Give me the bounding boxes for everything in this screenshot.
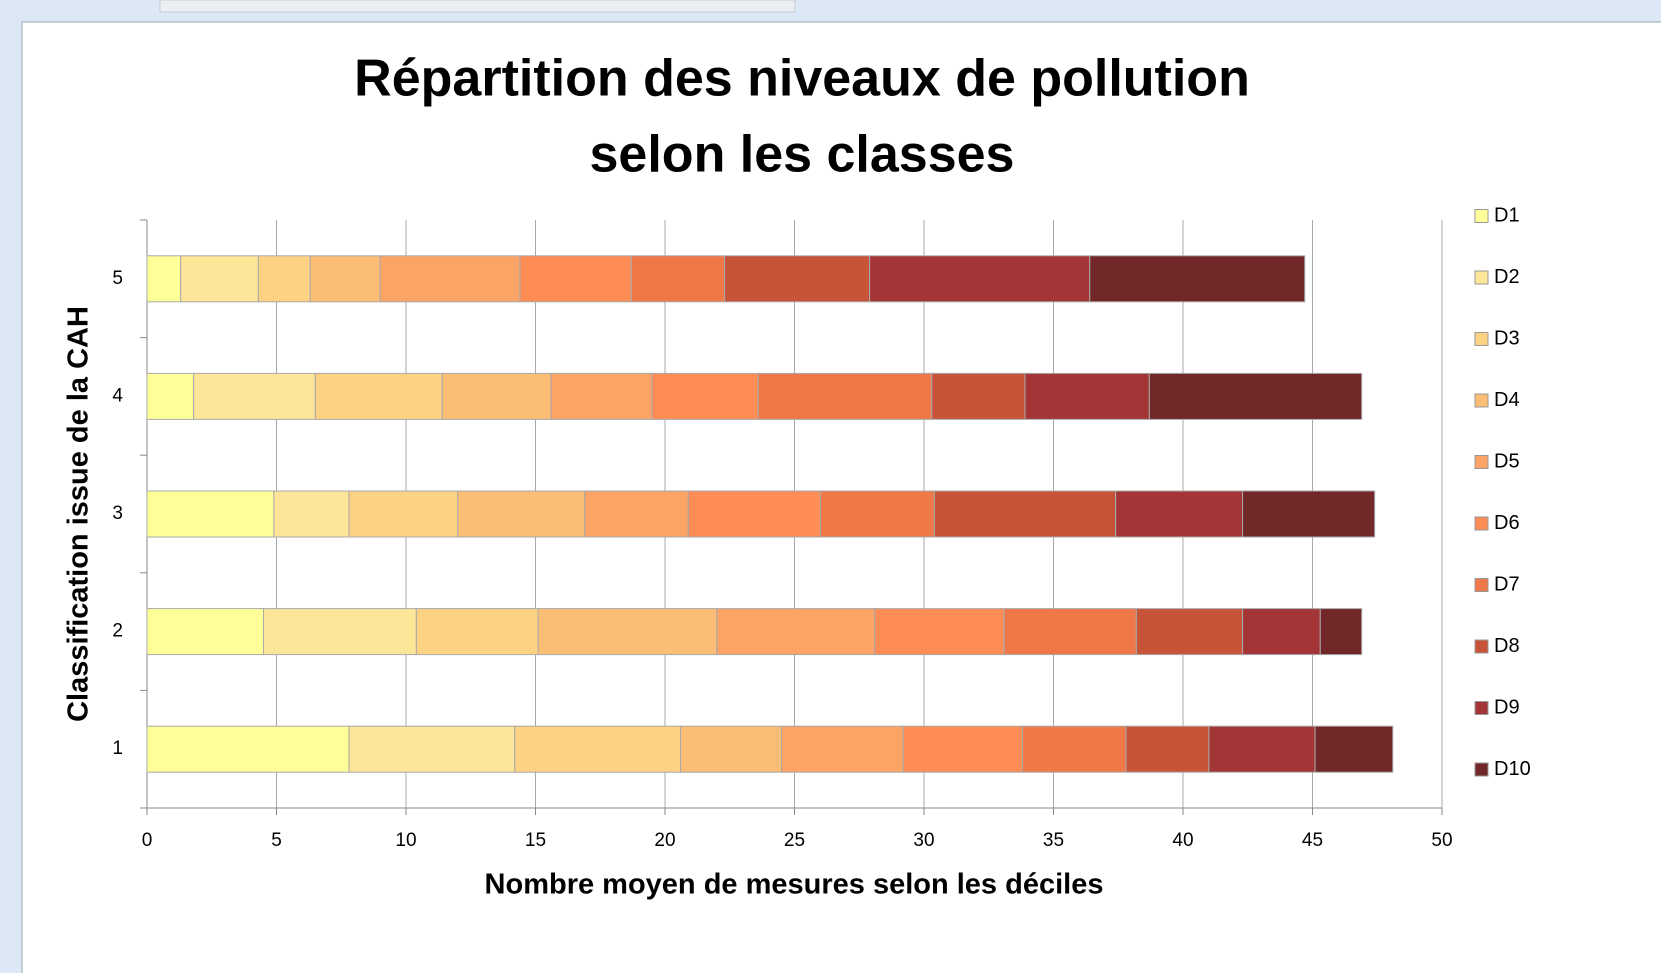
bar-segment [1148, 372, 1363, 420]
x-tick-label: 15 [525, 830, 546, 851]
y-axis-label: Classification issue de la CAH [63, 306, 95, 722]
legend-swatch [1474, 209, 1489, 223]
bar-segment [1115, 490, 1244, 538]
bar-segment [146, 490, 275, 538]
bar-segment [146, 608, 265, 656]
x-tick-label: 0 [142, 830, 153, 851]
bar-segment [146, 725, 350, 773]
bar-segment [584, 490, 689, 538]
bar-segment [630, 255, 726, 303]
legend-label: D1 [1494, 204, 1520, 226]
bar-segment [819, 490, 935, 538]
y-tick-label: 5 [112, 268, 123, 289]
legend-swatch [1474, 701, 1489, 715]
legend-label: D10 [1494, 758, 1531, 780]
bar-segment [379, 255, 521, 303]
bar-segment [457, 490, 586, 538]
bar-segment [757, 372, 933, 420]
x-tick-label: 50 [1431, 830, 1452, 851]
bar-segment [724, 255, 871, 303]
bar-segment [180, 255, 259, 303]
bar-segment [651, 372, 759, 420]
bar-segment [348, 490, 459, 538]
bar-segment [781, 725, 904, 773]
bar-segment [519, 255, 632, 303]
legend-label: D7 [1494, 573, 1520, 595]
x-tick-label: 5 [271, 830, 282, 851]
x-tick-label: 35 [1043, 830, 1064, 851]
legend-swatch [1474, 393, 1489, 408]
chart-title: selon les classes [590, 126, 1015, 184]
x-tick-label: 45 [1302, 830, 1323, 851]
x-tick-label: 10 [395, 830, 416, 851]
bar-segment [314, 372, 443, 420]
bar-segment [869, 255, 1091, 303]
x-axis-label: Nombre moyen de mesures selon les décile… [485, 869, 1104, 901]
legend-label: D2 [1494, 266, 1520, 288]
bar-segment [1242, 490, 1376, 538]
legend-label: D9 [1494, 696, 1520, 718]
bar-segment [537, 608, 718, 656]
x-tick-label: 20 [654, 830, 675, 851]
legend-swatch [1474, 270, 1489, 285]
legend-swatch [1474, 762, 1489, 777]
bar-segment [1003, 608, 1137, 656]
bar-segment [874, 608, 1005, 656]
bar-segment [257, 255, 311, 303]
chart-title: Répartition des niveaux de pollution [354, 50, 1250, 108]
bar-segment [415, 608, 539, 656]
y-tick-label: 3 [112, 503, 123, 524]
bar-segment [263, 608, 417, 656]
legend-swatch [1474, 578, 1489, 592]
y-tick-label: 2 [112, 621, 123, 642]
legend-swatch [1474, 516, 1489, 531]
bar-segment [273, 490, 350, 538]
bar-segment [146, 372, 195, 420]
bar-segment [146, 255, 182, 303]
bar-segment [1319, 608, 1363, 656]
x-tick-label: 30 [913, 830, 934, 851]
x-tick-label: 40 [1172, 830, 1193, 851]
bar-segment [550, 372, 653, 420]
bar-segment [1242, 608, 1321, 656]
legend-label: D8 [1494, 635, 1520, 657]
bar-segment [193, 372, 316, 420]
bar-segment [902, 725, 1023, 773]
bar-segment [1208, 725, 1316, 773]
bar-segment [1135, 608, 1244, 656]
bar-segment [514, 725, 682, 773]
bar-segment [1021, 725, 1127, 773]
legend-label: D6 [1494, 512, 1520, 534]
legend-swatch [1474, 332, 1489, 346]
bar-segment [687, 490, 821, 538]
bar-segment [1314, 725, 1394, 773]
bar-segment [1024, 372, 1150, 420]
legend-label: D4 [1494, 389, 1520, 411]
legend-swatch [1474, 455, 1489, 469]
bar-segment [1125, 725, 1210, 773]
tab [159, 0, 796, 13]
bar-segment [716, 608, 876, 656]
y-tick-label: 1 [112, 738, 123, 759]
x-tick-label: 25 [784, 830, 805, 851]
legend-label: D5 [1494, 450, 1520, 472]
bar-segment [933, 490, 1117, 538]
bar-segment [348, 725, 516, 773]
legend-label: D3 [1494, 327, 1520, 349]
legend-swatch [1474, 639, 1489, 654]
bar-segment [1089, 255, 1306, 303]
bar-segment [680, 725, 783, 773]
bar-segment [441, 372, 552, 420]
bar-segment [931, 372, 1026, 420]
bar-segment [309, 255, 381, 303]
y-tick-label: 4 [112, 385, 123, 406]
